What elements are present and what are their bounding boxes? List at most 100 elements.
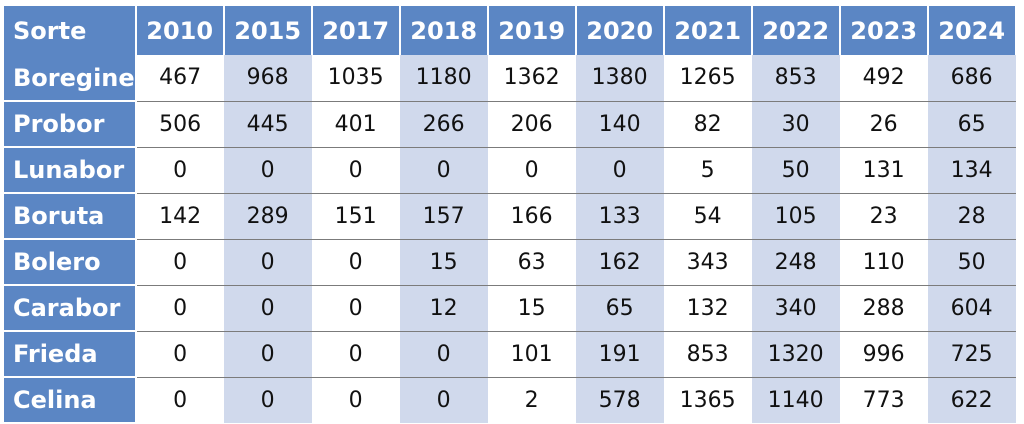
variety-yield-table: Sorte 2010 2015 2017 2018 2019 2020 2021 2022 202… [4,6,1017,424]
column-header-year: 2022 [751,6,841,55]
row-header-variety: Bolero [4,239,137,286]
table-cell: 105 [751,193,840,240]
row-header-variety: Carabor [4,285,137,332]
table-cell: 506 [135,101,224,148]
column-header-variety: Sorte [4,6,137,55]
row-header-variety: Boregine [4,55,137,102]
table-row: Boruta 142 289 151 157 166 133 54 105 23 28 [4,193,1016,240]
column-header-year: 2020 [575,6,665,55]
column-header-year: 2010 [135,6,225,55]
table-cell: 166 [487,193,576,240]
table-cell: 853 [751,55,840,102]
table-cell: 0 [135,285,224,332]
table-cell: 0 [311,377,400,423]
table-cell: 0 [311,147,400,194]
table-cell: 248 [751,239,840,286]
row-header-variety: Frieda [4,331,137,378]
table-cell: 288 [839,285,928,332]
table-cell: 578 [575,377,664,423]
row-header-variety: Lunabor [4,147,137,194]
table-cell: 0 [311,239,400,286]
table-cell: 1035 [311,55,400,102]
table-cell: 54 [663,193,752,240]
table-cell: 266 [399,101,488,148]
table-cell: 2 [487,377,576,423]
table-cell: 343 [663,239,752,286]
table-cell: 340 [751,285,840,332]
column-header-year: 2023 [839,6,929,55]
table-row: Boregine 467 968 1035 1180 1362 1380 1265 853 492… [4,55,1016,102]
table-cell: 492 [839,55,928,102]
table-row: Lunabor 0 0 0 0 0 0 5 50 131 134 [4,147,1016,194]
table-cell: 622 [927,377,1016,423]
table-cell: 63 [487,239,576,286]
table-cell: 0 [135,377,224,423]
table-cell: 773 [839,377,928,423]
table-cell: 0 [399,331,488,378]
table-cell: 12 [399,285,488,332]
column-header-year: 2021 [663,6,753,55]
table-container: Sorte 2010 2015 2017 2018 2019 2020 2021 2022 202… [4,6,1017,424]
table-cell: 996 [839,331,928,378]
table-cell: 1380 [575,55,664,102]
table-cell: 0 [399,377,488,423]
table-cell: 401 [311,101,400,148]
table-cell: 140 [575,101,664,148]
table-cell: 0 [135,331,224,378]
table-cell: 191 [575,331,664,378]
header-row: Sorte 2010 2015 2017 2018 2019 2020 2021 2022 202… [4,6,1017,55]
table-cell: 134 [927,147,1016,194]
table-cell: 26 [839,101,928,148]
table-cell: 0 [223,285,312,332]
column-header-year: 2024 [927,6,1017,55]
table-cell: 28 [927,193,1016,240]
table-cell: 0 [135,239,224,286]
row-header-variety: Boruta [4,193,137,240]
table-cell: 853 [663,331,752,378]
table-cell: 467 [135,55,224,102]
table-cell: 0 [487,147,576,194]
row-header-variety: Probor [4,101,137,148]
table-cell: 132 [663,285,752,332]
table-cell: 133 [575,193,664,240]
table-cell: 50 [751,147,840,194]
table-cell: 0 [311,285,400,332]
table-cell: 1362 [487,55,576,102]
table-header: Sorte 2010 2015 2017 2018 2019 2020 2021 2022 202… [4,6,1017,55]
table-cell: 101 [487,331,576,378]
table-cell: 604 [927,285,1016,332]
table-cell: 1265 [663,55,752,102]
table-row: Probor 506 445 401 266 206 140 82 30 26 65 [4,101,1016,148]
table-cell: 23 [839,193,928,240]
table-cell: 50 [927,239,1016,286]
table-cell: 5 [663,147,752,194]
table-cell: 445 [223,101,312,148]
table-cell: 142 [135,193,224,240]
table-cell: 1180 [399,55,488,102]
table-cell: 110 [839,239,928,286]
table-cell: 151 [311,193,400,240]
table-row: Frieda 0 0 0 0 101 191 853 1320 996 725 [4,331,1016,378]
table-body: Boregine 467 968 1035 1180 1362 1380 1265 853 492… [4,55,1016,424]
table-cell: 65 [575,285,664,332]
table-cell: 0 [135,147,224,194]
table-cell: 206 [487,101,576,148]
table-cell: 1365 [663,377,752,423]
table-cell: 0 [575,147,664,194]
table-cell: 0 [399,147,488,194]
table-cell: 131 [839,147,928,194]
table-cell: 725 [927,331,1016,378]
table-cell: 0 [311,331,400,378]
table-cell: 0 [223,239,312,286]
column-header-year: 2017 [311,6,401,55]
table-cell: 1320 [751,331,840,378]
table-cell: 162 [575,239,664,286]
table-cell: 82 [663,101,752,148]
table-cell: 15 [487,285,576,332]
column-header-year: 2015 [223,6,313,55]
table-cell: 968 [223,55,312,102]
table-cell: 15 [399,239,488,286]
table-row: Bolero 0 0 0 15 63 162 343 248 110 50 [4,239,1016,286]
table-cell: 65 [927,101,1016,148]
table-cell: 157 [399,193,488,240]
